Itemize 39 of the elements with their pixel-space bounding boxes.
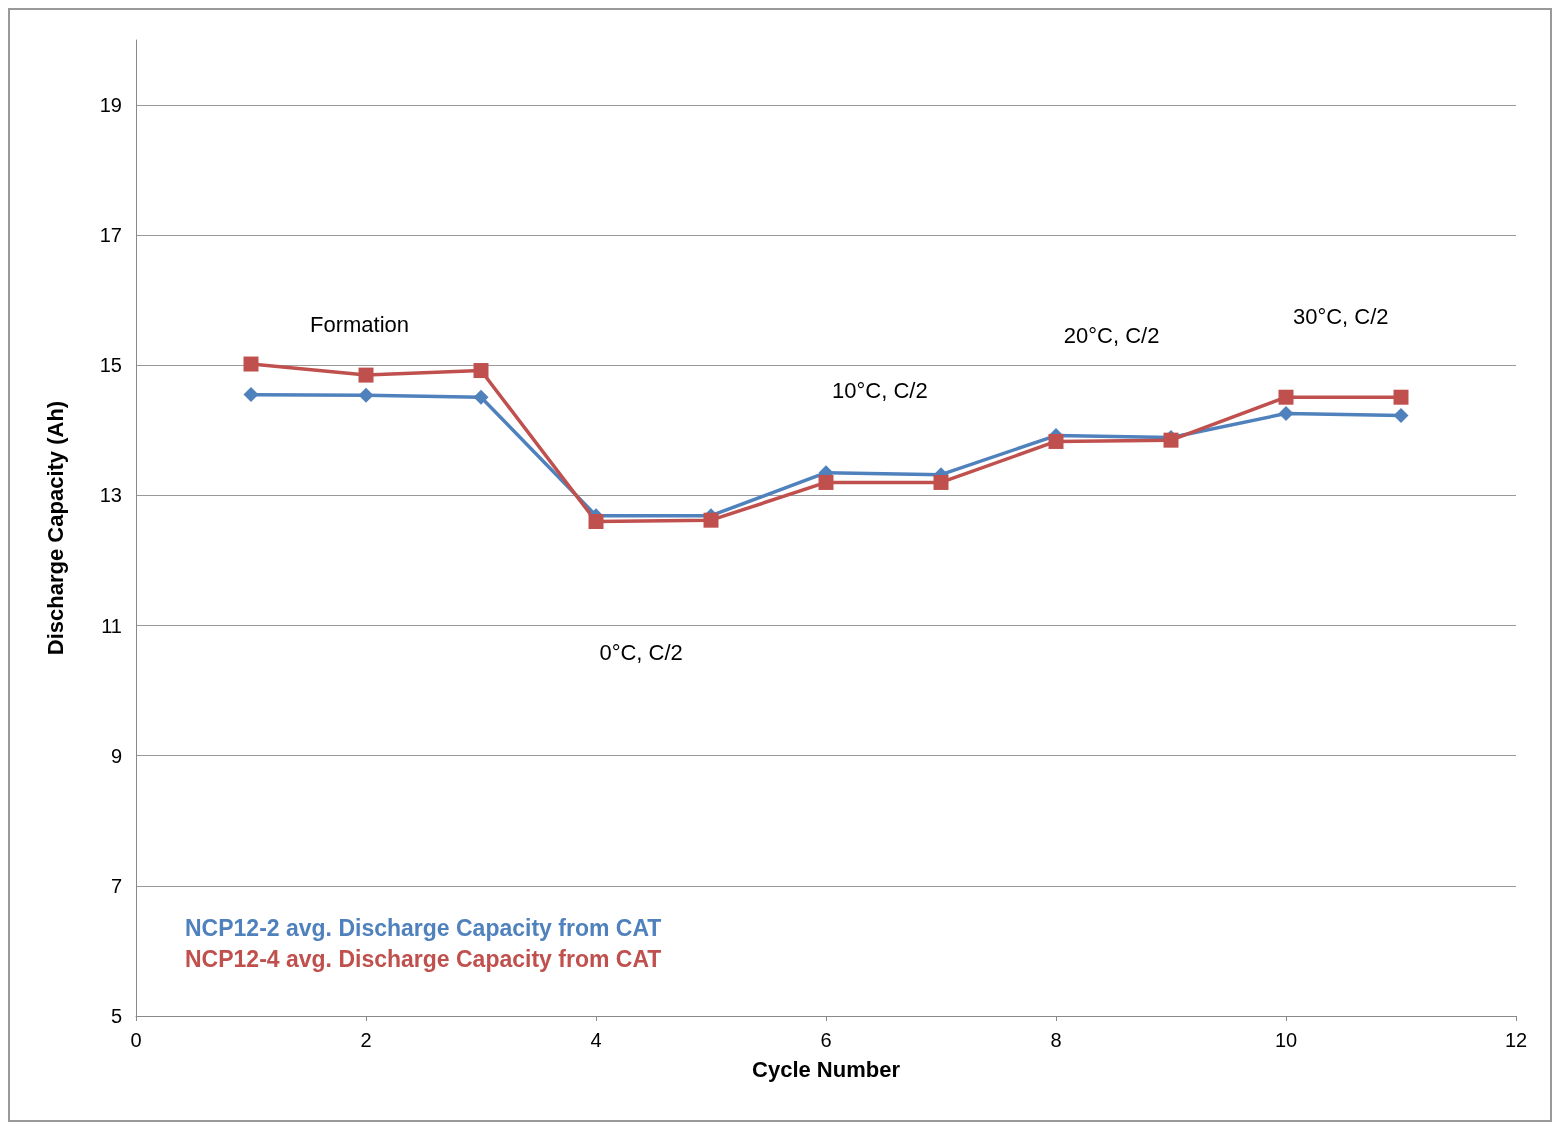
y-tick-label: 9 (110, 744, 122, 767)
point (1393, 389, 1409, 405)
point (1278, 405, 1294, 421)
y-tick-label: 11 (101, 614, 122, 637)
y-tick-label: 7 (110, 874, 122, 897)
point (1393, 407, 1409, 423)
x-tick-label: 6 (820, 1029, 832, 1051)
x-tick-label: 12 (1504, 1029, 1528, 1051)
point (703, 512, 719, 528)
point (818, 474, 834, 490)
point (243, 387, 259, 403)
x-tick-label: 2 (360, 1029, 372, 1051)
y-tick-label: 19 (99, 94, 122, 117)
x-tick-label: 10 (1274, 1029, 1298, 1051)
point (1048, 433, 1064, 449)
y-axis-title: Discharge Capacity (Ah) (42, 400, 68, 656)
point (588, 513, 604, 529)
y-tick-label: 15 (99, 354, 122, 377)
annotation: 0°C, C/2 (599, 640, 683, 666)
x-tick-label: 0 (130, 1029, 142, 1051)
x-tick-label: 4 (590, 1029, 602, 1051)
annotation: 20°C, C/2 (1063, 323, 1160, 349)
point (358, 387, 374, 403)
annotation: Formation (310, 312, 410, 338)
text: NCP12-4 avg. Discharge Capacity from CAT (185, 945, 662, 972)
point (933, 474, 949, 490)
point (243, 356, 259, 372)
annotation: 10°C, C/2 (832, 377, 928, 403)
annotation: 30°C, C/2 (1292, 303, 1389, 329)
point (358, 367, 374, 383)
y-tick-label: 13 (99, 484, 122, 507)
y-tick-label: 17 (99, 224, 122, 247)
point (473, 389, 489, 405)
x-axis-title: Cycle Number (752, 1056, 901, 1082)
y-tick-label: 5 (110, 1005, 122, 1027)
point (473, 363, 489, 379)
text: NCP12-2 avg. Discharge Capacity from CAT (185, 914, 662, 941)
point (1278, 389, 1294, 405)
x-tick-label: 8 (1050, 1029, 1062, 1051)
